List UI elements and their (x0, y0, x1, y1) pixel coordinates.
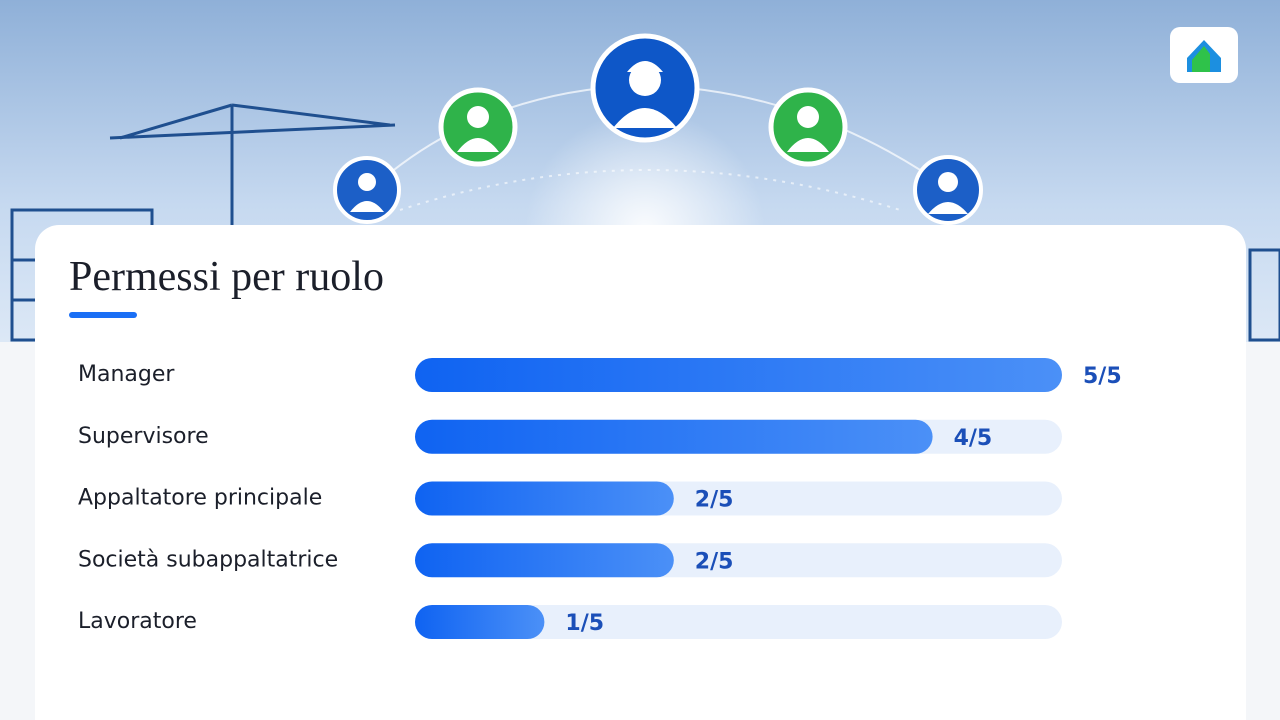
bar (415, 419, 933, 454)
category-label: Società subappaltatrice (78, 547, 338, 572)
category-label: Supervisore (78, 424, 209, 449)
category-label: Appaltatore principale (78, 486, 322, 511)
bar-track (415, 605, 1062, 639)
category-label: Lavoratore (78, 609, 197, 634)
value-label: 2/5 (695, 549, 734, 574)
bar (415, 605, 545, 639)
category-label: Manager (78, 362, 175, 387)
bar (415, 481, 674, 516)
value-label: 5/5 (1083, 364, 1122, 389)
bar (415, 543, 674, 578)
chart-title: Permessi per ruolo (69, 254, 384, 300)
value-label: 2/5 (695, 488, 734, 513)
card (35, 225, 1246, 720)
title-underline (69, 312, 137, 318)
value-label: 4/5 (954, 426, 993, 451)
bar (415, 358, 1062, 392)
value-label: 1/5 (565, 611, 604, 636)
